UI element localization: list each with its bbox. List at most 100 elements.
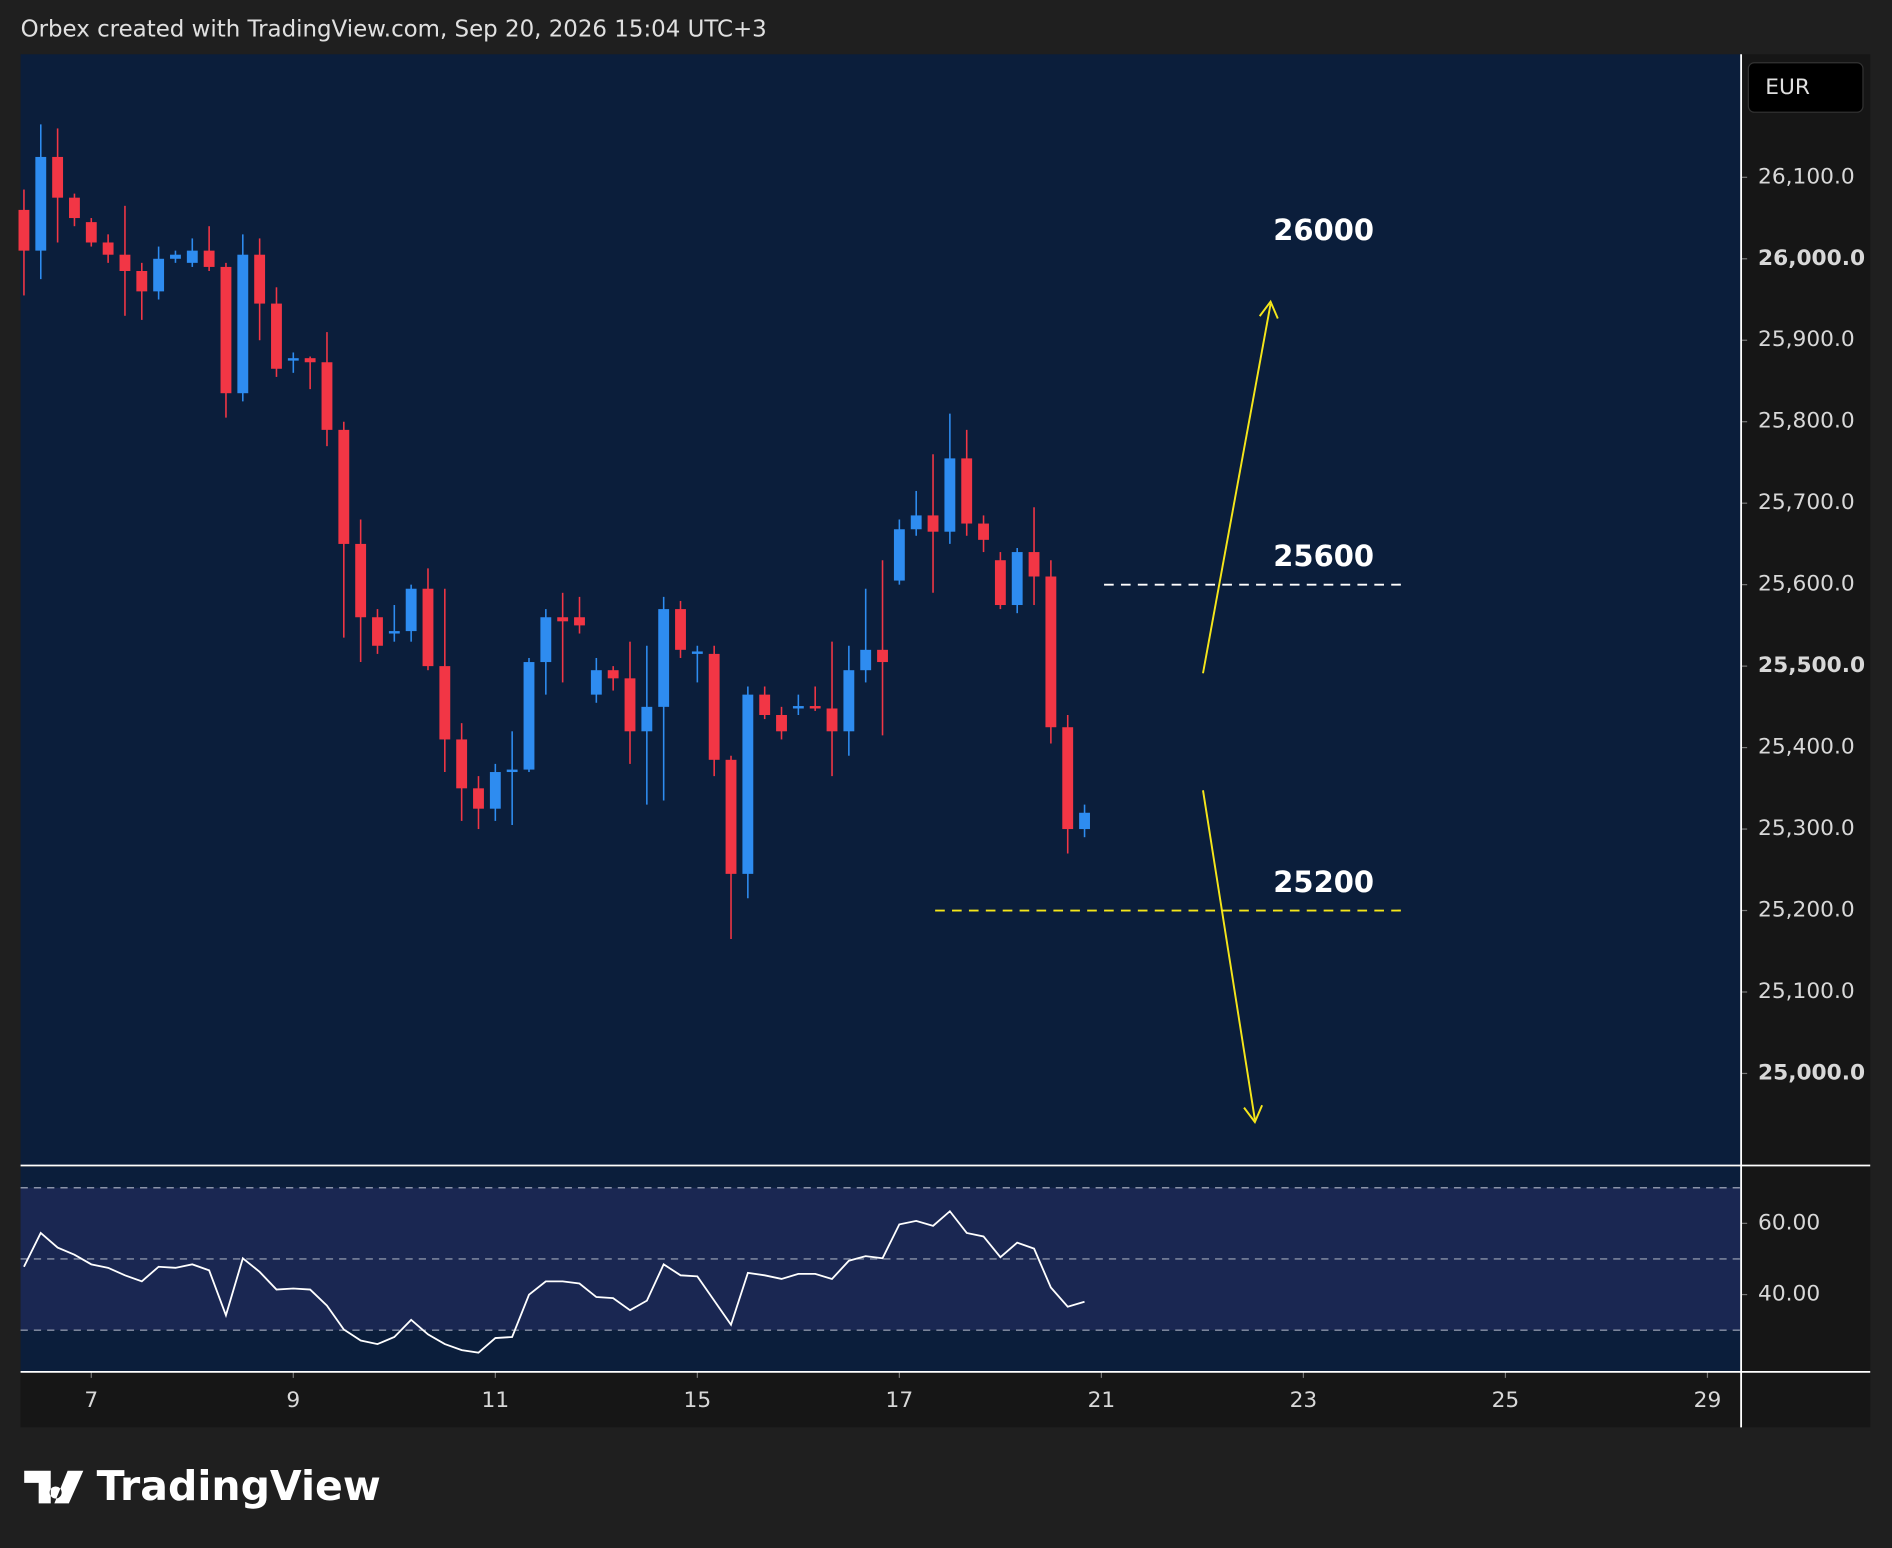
logo-text: TradingView bbox=[97, 1462, 381, 1510]
candle-body bbox=[961, 458, 973, 524]
candle-body bbox=[85, 222, 97, 243]
candle-body bbox=[843, 670, 855, 732]
y-tick-label: 25,200.0 bbox=[1758, 898, 1855, 923]
level-label: 25600 bbox=[1273, 539, 1374, 573]
credit: Orbex created with TradingView.com, Sep … bbox=[21, 17, 767, 43]
candle-body bbox=[607, 670, 619, 679]
candle-body bbox=[675, 609, 686, 650]
y-tick-label: 25,900.0 bbox=[1758, 327, 1855, 352]
logo-mark bbox=[24, 1470, 84, 1504]
price-axis bbox=[1741, 54, 1871, 1428]
candle-body bbox=[355, 543, 367, 618]
candle-body bbox=[102, 242, 114, 255]
candle-body bbox=[574, 617, 585, 626]
rsi-line bbox=[23, 1209, 1085, 1354]
candle-body bbox=[287, 358, 299, 361]
level-label: 26000 bbox=[1273, 213, 1374, 247]
candle-body bbox=[893, 529, 905, 581]
candle-body bbox=[489, 772, 501, 809]
arrows bbox=[1202, 299, 1279, 1125]
candle-body bbox=[994, 560, 1006, 606]
candle-body bbox=[237, 254, 249, 394]
candle-body bbox=[18, 209, 30, 251]
candle-body bbox=[321, 362, 333, 430]
candle-body bbox=[203, 250, 215, 267]
y-tick-label: 25,300.0 bbox=[1758, 816, 1855, 841]
candle-body bbox=[910, 515, 922, 530]
candle-body bbox=[877, 649, 888, 663]
candle-body bbox=[978, 523, 989, 540]
x-tick-label: 9 bbox=[286, 1388, 300, 1413]
candle-body bbox=[220, 266, 232, 394]
candle-body bbox=[52, 156, 64, 198]
x-tick-label: 21 bbox=[1088, 1388, 1116, 1413]
y-tick-label: 25,600.0 bbox=[1758, 572, 1855, 597]
candle-body bbox=[1028, 552, 1040, 577]
candle-body bbox=[557, 617, 569, 622]
candle-body bbox=[1079, 812, 1090, 830]
arrow-head bbox=[1258, 299, 1279, 319]
y-tick-label: 26,100.0 bbox=[1758, 164, 1855, 189]
x-tick-label: 11 bbox=[482, 1388, 510, 1413]
x-tick-label: 7 bbox=[84, 1388, 98, 1413]
candle-body bbox=[1011, 552, 1023, 606]
candle-body bbox=[388, 631, 400, 634]
arrow-down bbox=[1202, 790, 1256, 1120]
candle-body bbox=[658, 609, 670, 707]
time-axis bbox=[20, 1371, 1742, 1428]
x-tick-label: 29 bbox=[1694, 1388, 1722, 1413]
x-tick-label: 17 bbox=[886, 1388, 914, 1413]
y-tick-label: 25,800.0 bbox=[1758, 409, 1855, 434]
candle-body bbox=[439, 666, 451, 740]
candle-body bbox=[186, 250, 198, 263]
level-label: 25200 bbox=[1273, 865, 1374, 899]
candle-body bbox=[708, 653, 720, 760]
candle-body bbox=[254, 254, 266, 304]
candle-body bbox=[641, 706, 653, 732]
candle-body bbox=[506, 769, 518, 773]
arrow-up bbox=[1202, 303, 1272, 674]
candle-body bbox=[776, 715, 787, 732]
candle-body bbox=[540, 617, 552, 663]
currency-box[interactable] bbox=[1747, 62, 1864, 113]
candle-body bbox=[35, 156, 47, 251]
x-tick-label: 15 bbox=[684, 1388, 712, 1413]
candle-body bbox=[119, 254, 131, 272]
candle-body bbox=[1062, 727, 1074, 830]
arrow-head bbox=[1243, 1104, 1264, 1125]
logo: TradingView bbox=[24, 1462, 381, 1510]
candle-body bbox=[792, 706, 804, 709]
y-tick-label: 25,000.0 bbox=[1758, 1060, 1865, 1085]
candle-body bbox=[271, 303, 282, 369]
candle-body bbox=[422, 588, 434, 667]
y-tick-label: 40.00 bbox=[1758, 1282, 1820, 1307]
x-tick-label: 23 bbox=[1290, 1388, 1318, 1413]
candle-body bbox=[456, 739, 468, 789]
candle-body bbox=[523, 662, 535, 770]
candle-body bbox=[153, 258, 165, 292]
candle-body bbox=[405, 588, 417, 632]
candle-body bbox=[69, 197, 80, 219]
currency: EUR bbox=[1765, 75, 1810, 100]
y-tick-label: 26,000.0 bbox=[1758, 246, 1865, 271]
candle-body bbox=[944, 458, 956, 532]
candle-body bbox=[372, 617, 383, 646]
y-tick-label: 25,700.0 bbox=[1758, 490, 1855, 515]
y-tick-label: 60.00 bbox=[1758, 1210, 1820, 1235]
candle-body bbox=[691, 651, 703, 654]
price-pane bbox=[20, 54, 1742, 1166]
y-tick-label: 25,500.0 bbox=[1758, 653, 1865, 678]
candle-body bbox=[624, 678, 636, 732]
x-tick-label: 25 bbox=[1492, 1388, 1520, 1413]
candle-body bbox=[826, 708, 838, 732]
candle-body bbox=[338, 429, 350, 544]
candle-body bbox=[809, 706, 821, 709]
candle-body bbox=[590, 670, 602, 695]
candle-body bbox=[927, 515, 939, 532]
candle-body bbox=[860, 649, 872, 671]
y-tick-label: 25,400.0 bbox=[1758, 735, 1855, 760]
candle-body bbox=[473, 788, 484, 809]
candle-body bbox=[170, 254, 181, 259]
